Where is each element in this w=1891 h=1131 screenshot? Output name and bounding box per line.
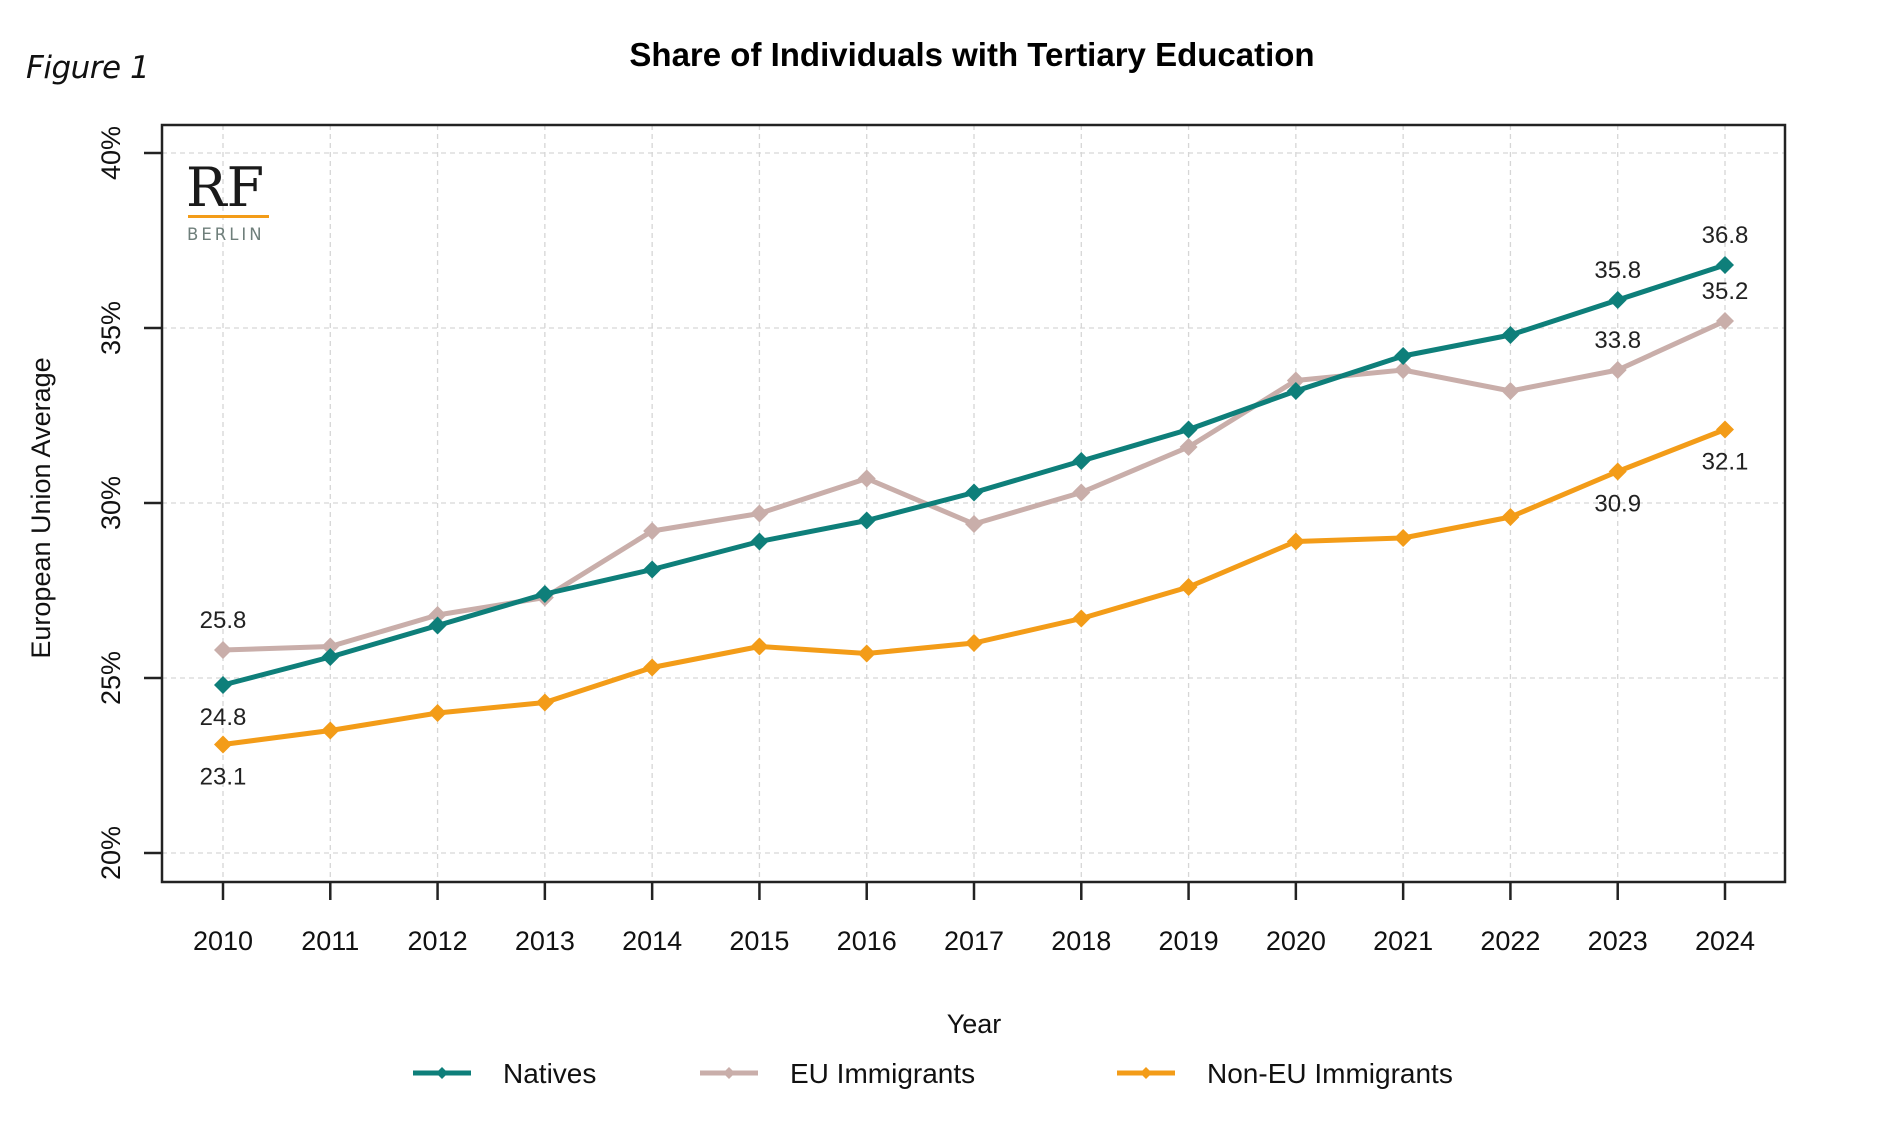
data-point [1501, 326, 1520, 344]
series-eu-immigrants [214, 312, 1734, 659]
data-point [1072, 483, 1091, 502]
data-point [1394, 361, 1413, 379]
data-point [1179, 578, 1198, 596]
legend-marker [436, 1067, 448, 1079]
data-point [1394, 529, 1413, 547]
legend-item: EU Immigrants [700, 1058, 975, 1089]
data-point [965, 483, 983, 502]
data-point [1286, 532, 1305, 551]
x-tick-label: 2010 [193, 926, 253, 956]
data-label: 32.1 [1702, 449, 1749, 476]
y-tick-label: 20% [96, 826, 126, 880]
data-point [214, 641, 232, 659]
legend-item: Natives [413, 1058, 596, 1089]
data-label: 24.8 [200, 704, 247, 731]
data-point [428, 704, 447, 722]
data-point [857, 469, 876, 488]
data-point [428, 616, 447, 635]
x-tick-label: 2024 [1695, 926, 1755, 956]
data-point [214, 676, 232, 694]
data-point [1716, 256, 1734, 274]
x-tick-label: 2011 [301, 926, 359, 956]
logo-subtext: BERLIN [187, 225, 265, 244]
data-label: 35.2 [1702, 278, 1749, 305]
data-point [1608, 361, 1627, 379]
data-point [214, 735, 232, 754]
data-point [857, 644, 876, 663]
data-labels: 24.8 35.8 36.8 25.8 33.8 35.2 23.1 30.9 32.1 [200, 222, 1749, 791]
chart-title: Share of Individuals with Tertiary Educa… [629, 36, 1314, 73]
legend-marker [1140, 1067, 1152, 1079]
x-tick-label: 2017 [944, 926, 1004, 956]
x-tick-label: 2018 [1051, 926, 1111, 956]
legend: Natives EU Immigrants Non-EU Immigrants [413, 1058, 1453, 1089]
data-point [1179, 438, 1198, 456]
x-tick-label: 2021 [1373, 926, 1433, 956]
logo-underline [188, 215, 269, 218]
data-point [428, 606, 447, 624]
data-label: 25.8 [200, 607, 247, 634]
x-tick-label: 2020 [1266, 926, 1326, 956]
data-point [1716, 420, 1734, 439]
data-point [1608, 462, 1627, 481]
y-tick-label: 40% [96, 126, 126, 180]
data-point [1072, 452, 1091, 470]
series [214, 256, 1734, 754]
data-point [535, 585, 554, 603]
figure-label: Figure 1 [26, 50, 150, 86]
series-natives [214, 256, 1734, 694]
data-point [321, 648, 340, 666]
data-point [1608, 291, 1627, 309]
data-point [965, 515, 983, 533]
data-point [965, 634, 983, 652]
data-point [1501, 508, 1520, 526]
series-non-eu-immigrants [214, 420, 1734, 754]
rf-berlin-logo: RF BERLIN [186, 156, 269, 244]
y-tick-label: 30% [96, 476, 126, 530]
data-point [1286, 382, 1305, 400]
data-point [1394, 347, 1413, 365]
legend-label: EU Immigrants [790, 1058, 975, 1089]
data-label: 35.8 [1594, 257, 1641, 284]
data-label: 23.1 [200, 764, 247, 791]
data-label: 36.8 [1702, 222, 1749, 249]
data-point [750, 637, 769, 656]
data-label: 30.9 [1594, 491, 1641, 518]
grid [162, 125, 1785, 882]
y-axis-title: European Union Average [26, 357, 56, 658]
data-point [643, 560, 662, 579]
y-tick-label: 35% [96, 301, 126, 355]
legend-marker [723, 1067, 735, 1079]
data-point [1072, 609, 1091, 628]
data-label: 33.8 [1594, 327, 1641, 354]
x-tick-label: 2014 [622, 926, 682, 956]
data-point [1501, 382, 1520, 400]
data-point [643, 522, 662, 540]
x-tick-label: 2016 [837, 926, 897, 956]
data-point [1286, 371, 1305, 390]
logo-text: RF [186, 156, 264, 219]
legend-label: Non-EU Immigrants [1207, 1058, 1453, 1089]
x-tick-label: 2019 [1159, 926, 1219, 956]
x-axis-title: Year [947, 1009, 1002, 1039]
y-tick-label: 25% [96, 651, 126, 705]
data-point [321, 637, 340, 656]
data-point [857, 511, 876, 530]
data-point [535, 693, 554, 712]
x-tick-label: 2023 [1588, 926, 1648, 956]
data-point [750, 504, 769, 523]
x-tick-label: 2015 [729, 926, 789, 956]
x-tick-label: 2022 [1480, 926, 1540, 956]
legend-item: Non-EU Immigrants [1117, 1058, 1453, 1089]
axes: 2010 2011 2012 2013 2014 2015 2016 2017 2018 2019… [96, 126, 1755, 956]
legend-label: Natives [503, 1058, 596, 1089]
data-point [1179, 420, 1198, 439]
data-point [1716, 312, 1734, 330]
data-point [750, 532, 769, 551]
x-tick-label: 2012 [408, 926, 468, 956]
x-tick-label: 2013 [515, 926, 575, 956]
data-point [321, 721, 340, 740]
data-point [643, 658, 662, 677]
